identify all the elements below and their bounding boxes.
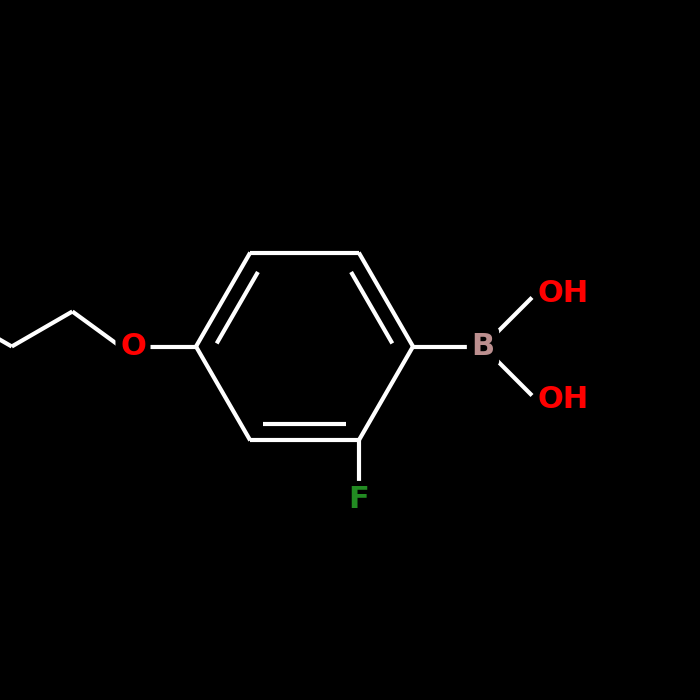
Text: B: B	[471, 332, 495, 361]
Text: OH: OH	[538, 384, 589, 414]
Text: F: F	[349, 486, 369, 514]
Text: OH: OH	[538, 279, 589, 309]
Text: O: O	[120, 332, 146, 361]
